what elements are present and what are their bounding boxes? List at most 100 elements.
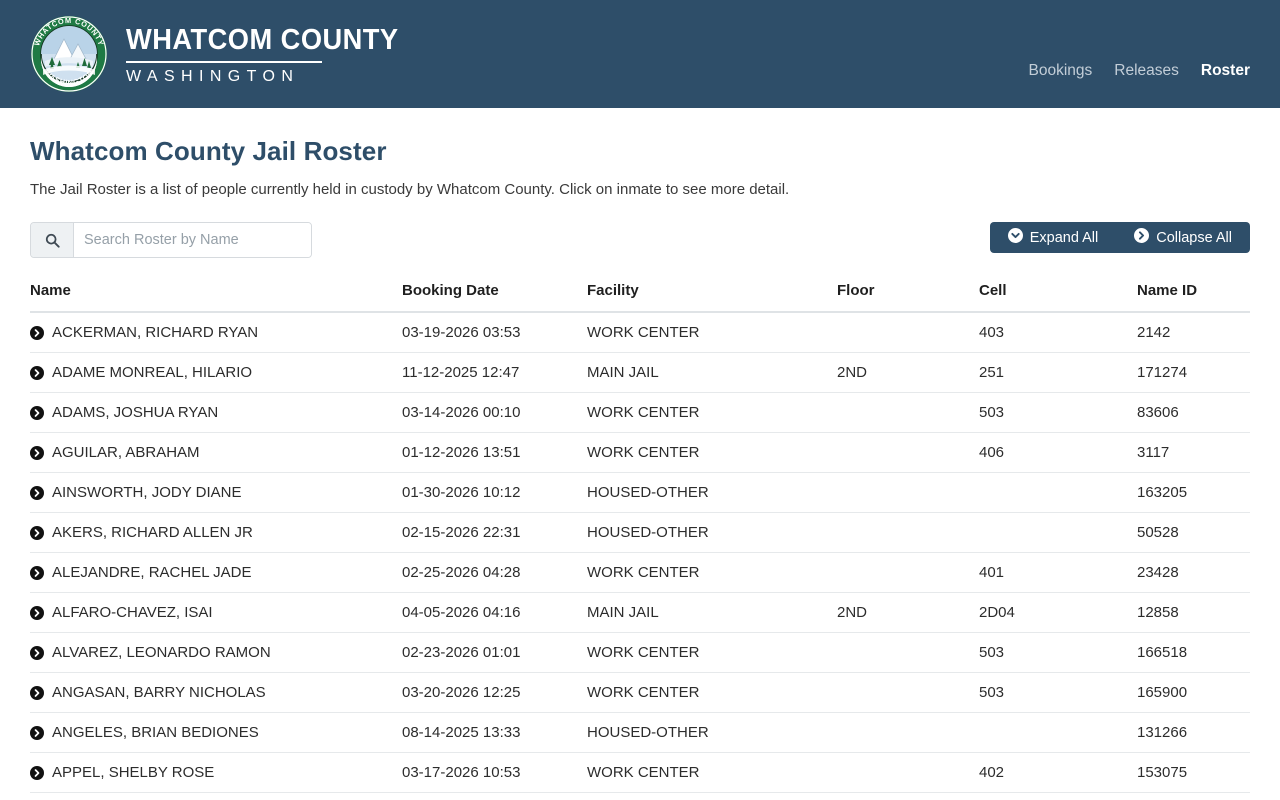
table-row[interactable]: APPEL, SHELBY ROSE 03-17-2026 10:53 WORK C… <box>30 752 1250 793</box>
chevron-right-circle-icon <box>30 445 44 460</box>
brand-wordmark: WHATCOM COUNTY WASHINGTON <box>126 23 416 85</box>
chevron-right-circle-icon <box>30 365 44 380</box>
cell-name[interactable]: AKERS, RICHARD ALLEN JR <box>30 512 402 553</box>
cell-facility: WORK CENTER <box>587 752 837 793</box>
inmate-link[interactable]: ADAME MONREAL, HILARIO <box>30 364 402 381</box>
page-title: Whatcom County Jail Roster <box>30 136 387 166</box>
inmate-link[interactable]: ALVAREZ, LEONARDO RAMON <box>30 644 402 661</box>
cell-name-id: 163205 <box>1137 472 1250 513</box>
inmate-link[interactable]: APPEL, SHELBY ROSE <box>30 764 402 781</box>
inmate-name: ANGELES, BRIAN BEDIONES <box>52 724 259 741</box>
cell-facility: WORK CENTER <box>587 312 837 353</box>
inmate-link[interactable]: ANGASAN, BARRY NICHOLAS <box>30 684 402 701</box>
cell-name[interactable]: APPEL, SHELBY ROSE <box>30 752 402 793</box>
chevron-right-circle-icon <box>1134 228 1150 247</box>
inmate-link[interactable]: ALEJANDRE, RACHEL JADE <box>30 564 402 581</box>
search-group[interactable] <box>30 222 312 258</box>
inmate-name: ALVAREZ, LEONARDO RAMON <box>52 644 271 661</box>
chevron-right-circle-icon <box>30 605 44 620</box>
nav-link-bookings[interactable]: Bookings <box>1028 62 1093 79</box>
collapse-all-button[interactable]: Collapse All <box>1116 222 1250 253</box>
cell-booking-date: 04-05-2026 04:16 <box>402 592 587 633</box>
table-row[interactable]: ADAMS, JOSHUA RYAN 03-14-2026 00:10 WORK C… <box>30 392 1250 433</box>
cell-cell: 503 <box>979 632 1137 673</box>
cell-name[interactable]: ACKERMAN, RICHARD RYAN <box>30 312 402 353</box>
cell-name[interactable]: ANGASAN, BARRY NICHOLAS <box>30 672 402 713</box>
table-header-row: Name Booking Date Facility Floor Cell Na… <box>30 282 1250 313</box>
cell-name-id: 12858 <box>1137 592 1250 633</box>
cell-cell: 2D04 <box>979 592 1137 633</box>
column-header-name[interactable]: Name <box>30 282 402 313</box>
table-row[interactable]: ADAME MONREAL, HILARIO 11-12-2025 12:47 MA… <box>30 352 1250 393</box>
table-row[interactable]: ALVAREZ, LEONARDO RAMON 02-23-2026 01:01 W… <box>30 632 1250 673</box>
cell-name-id: 165900 <box>1137 672 1250 713</box>
cell-name-id: 2142 <box>1137 312 1250 353</box>
inmate-name: ADAME MONREAL, HILARIO <box>52 364 253 381</box>
cell-name[interactable]: ADAME MONREAL, HILARIO <box>30 352 402 393</box>
cell-cell <box>979 512 1137 553</box>
table-row[interactable]: AGUILAR, ABRAHAM 01-12-2026 13:51 WORK CEN… <box>30 432 1250 473</box>
cell-floor <box>837 312 979 353</box>
brand-logo[interactable]: WHATCOM COUNTY WASHINGTON WHATCOM COUNTY… <box>30 15 416 93</box>
table-row[interactable]: AKERS, RICHARD ALLEN JR 02-15-2026 22:31 H… <box>30 512 1250 553</box>
column-header-cell[interactable]: Cell <box>979 282 1137 313</box>
inmate-link[interactable]: ALFARO-CHAVEZ, ISAI <box>30 604 402 621</box>
cell-name-id: 153075 <box>1137 752 1250 793</box>
cell-cell: 503 <box>979 392 1137 433</box>
cell-name[interactable]: AGUILAR, ABRAHAM <box>30 432 402 473</box>
inmate-link[interactable]: ACKERMAN, RICHARD RYAN <box>30 324 402 341</box>
cell-name[interactable]: ADAMS, JOSHUA RYAN <box>30 392 402 433</box>
nav-link-roster[interactable]: Roster <box>1200 62 1250 79</box>
column-header-floor[interactable]: Floor <box>837 282 979 313</box>
column-header-name-id[interactable]: Name ID <box>1137 282 1250 313</box>
site-header: WHATCOM COUNTY WASHINGTON WHATCOM COUNTY… <box>0 0 1280 108</box>
cell-name-id: 3117 <box>1137 432 1250 473</box>
cell-name-id: 23428 <box>1137 552 1250 593</box>
cell-facility: MAIN JAIL <box>587 792 837 800</box>
table-row[interactable]: ARESTAD, CORY EDWARD12-25-2025 15:39MAIN… <box>30 792 1250 800</box>
table-row[interactable]: ANGELES, BRIAN BEDIONES 08-14-2025 13:33 H… <box>30 712 1250 753</box>
inmate-name: ACKERMAN, RICHARD RYAN <box>52 324 259 341</box>
cell-name[interactable]: AINSWORTH, JODY DIANE <box>30 472 402 513</box>
nav-link-releases[interactable]: Releases <box>1114 62 1179 79</box>
cell-name-id: 77658 <box>1137 792 1250 800</box>
table-row[interactable]: ALEJANDRE, RACHEL JADE 02-25-2026 04:28 WO… <box>30 552 1250 593</box>
main-nav: Bookings Releases Roster <box>1029 62 1251 80</box>
inmate-link[interactable]: ADAMS, JOSHUA RYAN <box>30 404 402 421</box>
cell-facility: WORK CENTER <box>587 432 837 473</box>
cell-cell: 2B05 <box>979 792 1137 800</box>
column-header-booking-date[interactable]: Booking Date <box>402 282 587 313</box>
cell-floor: 2ND <box>837 792 979 800</box>
cell-facility: HOUSED-OTHER <box>587 472 837 513</box>
chevron-right-circle-icon <box>30 325 44 340</box>
inmate-link[interactable]: AGUILAR, ABRAHAM <box>30 444 402 461</box>
table-row[interactable]: ACKERMAN, RICHARD RYAN 03-19-2026 03:53 WO… <box>30 312 1250 353</box>
collapse-all-label: Collapse All <box>1156 229 1232 246</box>
cell-facility: HOUSED-OTHER <box>587 512 837 553</box>
cell-booking-date: 11-12-2025 12:47 <box>402 352 587 393</box>
inmate-name: ANGASAN, BARRY NICHOLAS <box>52 684 266 701</box>
inmate-link[interactable]: ANGELES, BRIAN BEDIONES <box>30 724 402 741</box>
cell-booking-date: 01-30-2026 10:12 <box>402 472 587 513</box>
inmate-link[interactable]: AKERS, RICHARD ALLEN JR <box>30 524 402 541</box>
cell-name[interactable]: ANGELES, BRIAN BEDIONES <box>30 712 402 753</box>
cell-name[interactable]: ALVAREZ, LEONARDO RAMON <box>30 632 402 673</box>
cell-cell: 503 <box>979 672 1137 713</box>
inmate-name: AKERS, RICHARD ALLEN JR <box>52 524 253 541</box>
table-row[interactable]: ALFARO-CHAVEZ, ISAI 04-05-2026 04:16 MAIN … <box>30 592 1250 633</box>
table-row[interactable]: AINSWORTH, JODY DIANE 01-30-2026 10:12 HOU… <box>30 472 1250 513</box>
cell-booking-date: 01-12-2026 13:51 <box>402 432 587 473</box>
cell-floor <box>837 512 979 553</box>
cell-name-id: 171274 <box>1137 352 1250 393</box>
cell-name-id: 50528 <box>1137 512 1250 553</box>
chevron-right-circle-icon <box>30 645 44 660</box>
cell-name[interactable]: ALFARO-CHAVEZ, ISAI <box>30 592 402 633</box>
search-input[interactable] <box>74 223 311 257</box>
inmate-link[interactable]: AINSWORTH, JODY DIANE <box>30 484 402 501</box>
cell-name[interactable]: ARESTAD, CORY EDWARD <box>30 792 402 800</box>
column-header-facility[interactable]: Facility <box>587 282 837 313</box>
page-description: The Jail Roster is a list of people curr… <box>30 181 790 198</box>
expand-all-button[interactable]: Expand All <box>990 222 1117 253</box>
cell-name[interactable]: ALEJANDRE, RACHEL JADE <box>30 552 402 593</box>
table-row[interactable]: ANGASAN, BARRY NICHOLAS 03-20-2026 12:25 W… <box>30 672 1250 713</box>
